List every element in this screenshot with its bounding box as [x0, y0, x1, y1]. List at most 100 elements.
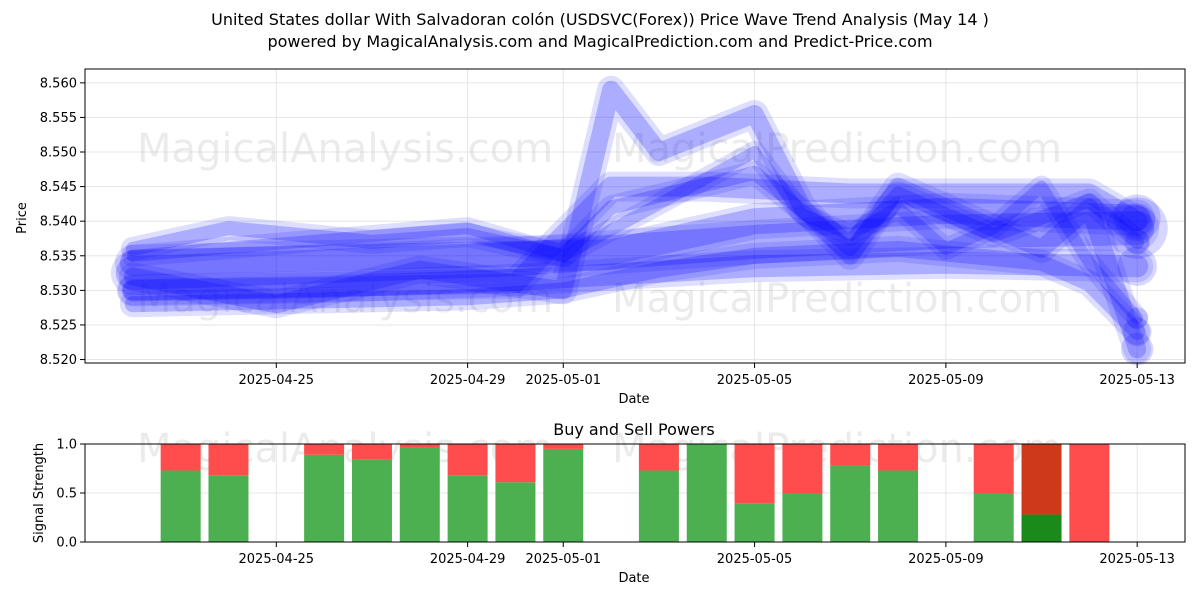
buy-power-bar: [734, 503, 775, 542]
wave-end-point: [1124, 229, 1150, 255]
signal-x-axis-label: Date: [618, 571, 649, 586]
signal-x-tick-label: 2025-04-29: [430, 552, 506, 567]
wave-halo-line: [116, 246, 1154, 307]
signal-y-tick-label: 0.0: [56, 536, 77, 551]
wave-halo-line: [118, 75, 1152, 364]
signal-y-axis-label: Signal Strength: [32, 443, 47, 543]
price-y-tick-label: 8.525: [40, 318, 77, 333]
signal-y-ticks: 0.0 0.5 1.0: [56, 438, 85, 551]
wave-halo-line: [110, 206, 1160, 296]
wave-series-line: [122, 176, 1148, 301]
wave-halo-line: [119, 235, 1151, 345]
sell-power-bar: [543, 444, 584, 449]
signal-x-tick-label: 2025-05-05: [717, 552, 793, 567]
sell-power-bar: [782, 444, 823, 493]
sell-power-bar: [1021, 444, 1062, 515]
signal-x-tick-label: 2025-05-01: [525, 552, 601, 567]
sell-power-bar: [878, 444, 919, 471]
wave-end-point: [1126, 307, 1148, 329]
buy-power-bar: [304, 454, 345, 542]
price-y-axis-label: Price: [15, 202, 30, 234]
buy-power-bar: [160, 470, 201, 542]
wave-end-point: [1113, 194, 1161, 242]
wave-end-point: [1106, 197, 1168, 259]
price-plot-area: [85, 69, 1185, 363]
price-y-tick-label: 8.540: [40, 215, 77, 230]
wave-halo-line: [120, 160, 1150, 268]
sell-power-bar: [734, 444, 775, 504]
buy-power-bar: [1021, 514, 1062, 542]
wave-halo-line: [121, 141, 1149, 329]
wave-end-point: [1117, 246, 1157, 286]
signal-x-tick-label: 2025-04-25: [239, 552, 315, 567]
wave-halo-line: [117, 171, 1153, 306]
chart-subtitle: powered by MagicalAnalysis.com and Magic…: [267, 32, 933, 51]
price-x-ticks: 2025-04-25 2025-04-29 2025-05-01 2025-05-05…: [239, 363, 1175, 388]
price-x-axis-label: Date: [618, 392, 649, 407]
signal-x-tick-label: 2025-05-09: [908, 552, 984, 567]
price-x-tick-label: 2025-04-25: [239, 373, 315, 388]
price-grid: [85, 69, 1185, 363]
signal-x-ticks: 2025-04-25 2025-04-29 2025-05-01 2025-05-05…: [239, 542, 1175, 567]
wave-series-line: [121, 251, 1149, 302]
price-y-tick-label: 8.555: [40, 111, 77, 126]
price-x-tick-label: 2025-05-09: [908, 373, 984, 388]
sell-power-bar: [304, 444, 345, 455]
buy-power-bar: [830, 465, 871, 542]
sell-power-bar: [973, 444, 1014, 493]
buy-power-bar: [686, 444, 727, 542]
buy-sell-panel: Buy and Sell Powers MagicalAnalysis.com …: [32, 420, 1186, 586]
buy-power-bar: [495, 482, 536, 542]
buy-power-bar: [399, 447, 440, 542]
sell-power-bar: [208, 444, 249, 476]
buy-sell-title: Buy and Sell Powers: [553, 420, 715, 439]
watermark-analysis-mid: MagicalAnalysis.com: [137, 276, 553, 322]
buy-power-bar: [351, 459, 392, 542]
wave-end-point: [1120, 332, 1154, 366]
sell-power-bar: [447, 444, 488, 476]
wave-series-line: [124, 240, 1146, 340]
price-plot-frame: [84, 68, 1186, 364]
wave-halo-line: [114, 192, 1156, 281]
watermark-prediction-top: MagicalPrediction.com: [612, 126, 1062, 172]
sell-power-bar: [495, 444, 536, 483]
signal-x-tick-label: 2025-05-13: [1099, 552, 1175, 567]
sell-power-bar: [160, 444, 201, 471]
price-y-tick-label: 8.545: [40, 180, 77, 195]
signal-bars: [160, 444, 1110, 542]
wave-end-point: [1119, 203, 1156, 240]
price-y-tick-label: 8.560: [40, 76, 77, 91]
price-x-tick-label: 2025-05-01: [525, 373, 601, 388]
buy-power-bar: [543, 448, 584, 542]
price-y-tick-label: 8.530: [40, 284, 77, 299]
buy-power-bar: [878, 470, 919, 542]
wave-series-line: [119, 197, 1151, 276]
price-y-tick-label: 8.520: [40, 353, 77, 368]
price-x-tick-label: 2025-04-29: [430, 373, 506, 388]
buy-power-bar: [638, 470, 679, 542]
price-wave-panel: MagicalAnalysis.com MagicalPrediction.co…: [15, 68, 1186, 407]
signal-y-tick-label: 0.5: [56, 487, 77, 502]
wave-series-line: [115, 211, 1155, 291]
wave-series-line: [123, 80, 1147, 359]
sell-power-bar: [1069, 444, 1110, 542]
price-x-tick-label: 2025-05-05: [717, 373, 793, 388]
buy-power-bar: [782, 493, 823, 542]
buy-power-bar: [447, 475, 488, 542]
wave-series-line: [125, 165, 1145, 263]
wave-series-line: [126, 146, 1144, 324]
sell-power-bar: [638, 444, 679, 471]
sell-power-bar: [351, 444, 392, 460]
signal-y-tick-label: 1.0: [56, 438, 77, 453]
price-y-tick-label: 8.535: [40, 249, 77, 264]
sell-power-bar: [830, 444, 871, 466]
buy-power-bar: [973, 493, 1014, 542]
sell-power-bar: [399, 444, 440, 448]
watermark-analysis-top: MagicalAnalysis.com: [137, 126, 553, 172]
buy-power-bar: [208, 475, 249, 542]
wave-series-group: [110, 75, 1168, 366]
price-y-tick-label: 8.550: [40, 146, 77, 161]
wave-end-point: [1122, 317, 1152, 347]
chart-title: United States dollar With Salvadoran col…: [211, 10, 989, 29]
